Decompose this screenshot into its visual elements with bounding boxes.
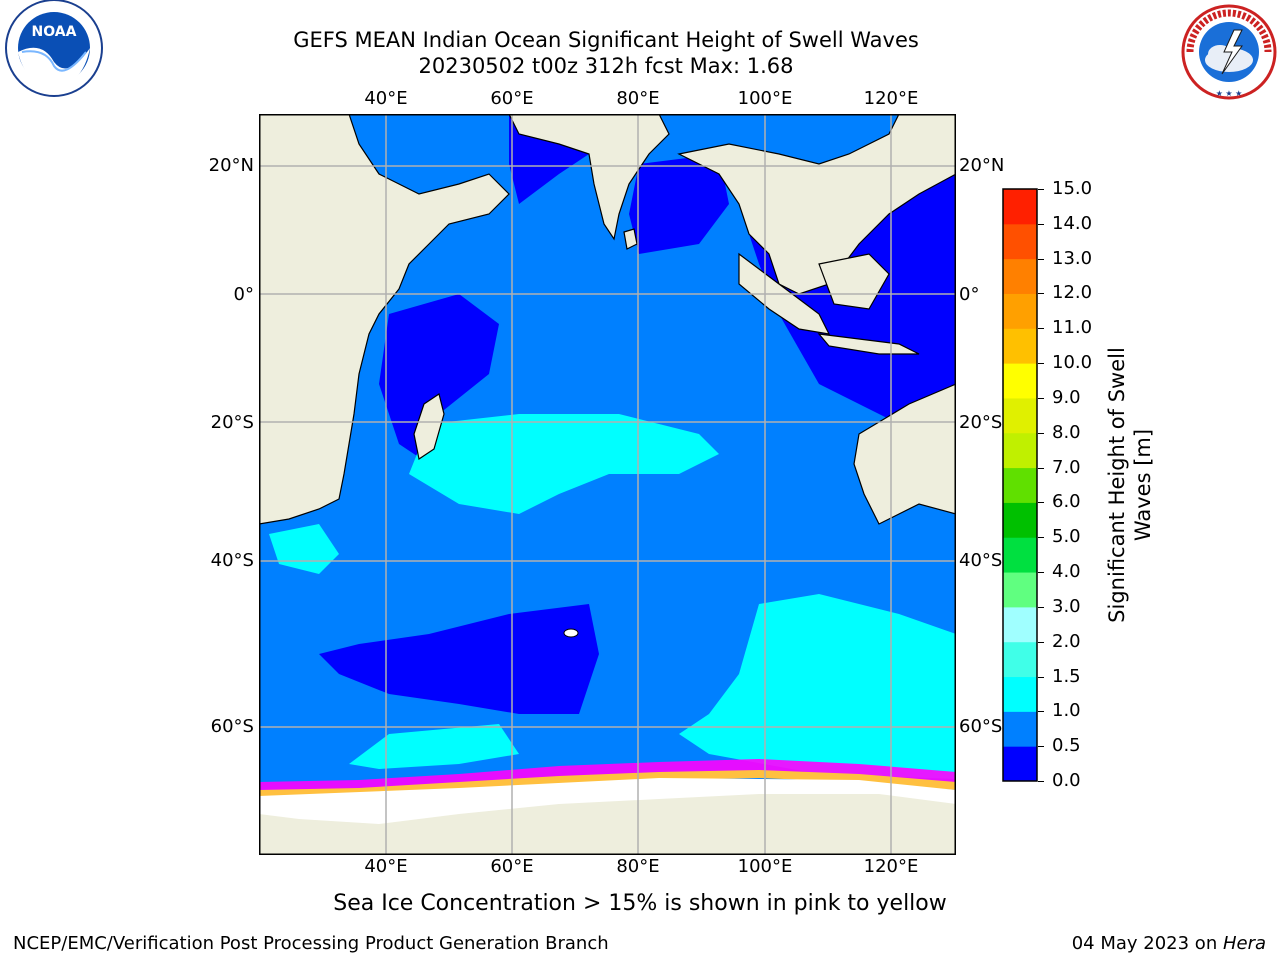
colorbar-bin [1003,189,1037,225]
colorbar-tick-mark [1038,223,1044,225]
colorbar-tick: 14.0 [1052,212,1093,234]
colorbar-tick-mark [1038,258,1044,260]
colorbar-bin [1003,397,1037,434]
colorbar-tick: 0.0 [1052,770,1081,791]
colorbar-label: Significant Height of Swell Waves [m] [1105,347,1155,623]
colorbar-tick-mark [1038,502,1044,504]
lat-label-left: 20°N [208,155,254,176]
lat-label-right: 20°N [959,155,1005,176]
colorbar-bin [1003,258,1037,294]
lon-label-top: 40°E [364,88,408,109]
colorbar-tick: 1.5 [1052,665,1081,687]
noaa-logo: NOAA [5,0,103,97]
colorbar-bin [1003,328,1037,364]
lon-label-bottom: 100°E [737,856,793,877]
colorbar-tick: 1.0 [1052,700,1081,722]
lat-label-left: 40°S [210,550,254,571]
colorbar-tick: 15.0 [1052,178,1093,199]
lon-label-top: 80°E [616,88,660,109]
colorbar-tick: 2.0 [1052,630,1081,652]
nws-logo: ★ ★ ★ [1181,4,1277,100]
colorbar-tick-mark [1038,711,1044,713]
lat-label-left: 0° [233,284,254,305]
colorbar-tick: 5.0 [1052,526,1081,548]
lon-label-bottom: 60°E [490,856,534,877]
map-subtitle: 20230502 t00z 312h fcst Max: 1.68 [418,54,794,78]
colorbar-tick: 11.0 [1052,317,1093,339]
colorbar-tick: 4.0 [1052,561,1081,583]
lat-label-right: 40°S [959,550,1003,571]
colorbar-tick: 7.0 [1052,456,1081,478]
lat-label-right: 0° [959,284,980,305]
colorbar-tick-mark [1038,537,1044,539]
colorbar-bin [1003,746,1037,782]
lon-label-top: 100°E [737,88,793,109]
colorbar [1002,188,1038,782]
colorbar-tick-mark [1038,189,1044,190]
colorbar-bin [1003,223,1037,260]
colorbar-tick: 0.5 [1052,735,1081,757]
sea-ice-caption: Sea Ice Concentration > 15% is shown in … [333,891,947,916]
colorbar-bin [1003,711,1037,747]
lon-label-top: 120°E [863,88,919,109]
lat-label-right: 60°S [959,716,1003,737]
lon-label-bottom: 40°E [364,856,408,877]
colorbar-bin [1003,432,1037,469]
graticule [259,114,956,855]
colorbar-tick-mark [1038,328,1044,330]
colorbar-tick-mark [1038,397,1044,399]
colorbar-tick-mark [1038,746,1044,748]
lat-label-left: 60°S [210,716,254,737]
sea-ice-white [259,778,956,824]
colorbar-tick: 3.0 [1052,595,1081,617]
lon-label-bottom: 80°E [616,856,660,877]
colorbar-bin [1003,537,1037,573]
colorbar-tick-mark [1038,432,1044,434]
colorbar-tick-mark [1038,363,1044,365]
colorbar-tick-mark [1038,467,1044,469]
colorbar-bin [1003,363,1037,399]
lon-label-bottom: 120°E [863,856,919,877]
colorbar-tick-mark [1038,606,1044,608]
colorbar-tick: 6.0 [1052,491,1081,513]
svg-text:★ ★ ★: ★ ★ ★ [1216,89,1243,98]
colorbar-tick: 12.0 [1052,282,1093,304]
colorbar-tick-mark [1038,641,1044,643]
colorbar-bin [1003,293,1037,329]
lon-label-top: 60°E [490,88,534,109]
lat-label-right: 20°S [959,412,1003,433]
colorbar-tick-mark [1038,676,1044,678]
svg-text:NOAA: NOAA [32,24,77,40]
colorbar-bin [1003,572,1037,608]
colorbar-tick: 9.0 [1052,386,1081,408]
colorbar-bin [1003,467,1037,503]
colorbar-bin [1003,641,1037,678]
lat-label-left: 20°S [210,412,254,433]
ocean-map [259,114,956,855]
map-title: GEFS MEAN Indian Ocean Significant Heigh… [293,28,919,52]
colorbar-tick: 10.0 [1052,352,1093,374]
colorbar-tick: 13.0 [1052,247,1093,269]
swell-10-15-regions [269,414,956,779]
colorbar-tick-mark [1038,572,1044,574]
footer-date: 04 May 2023 on Hera [1071,933,1266,954]
footer-credit: NCEP/EMC/Verification Post Processing Pr… [13,933,609,954]
colorbar-bin [1003,606,1037,643]
map-frame [259,114,956,855]
colorbar-tick-mark [1038,781,1044,782]
colorbar-tick: 8.0 [1052,421,1081,443]
colorbar-tick-mark [1038,293,1044,295]
colorbar-bin [1003,502,1037,538]
colorbar-bin [1003,676,1037,712]
